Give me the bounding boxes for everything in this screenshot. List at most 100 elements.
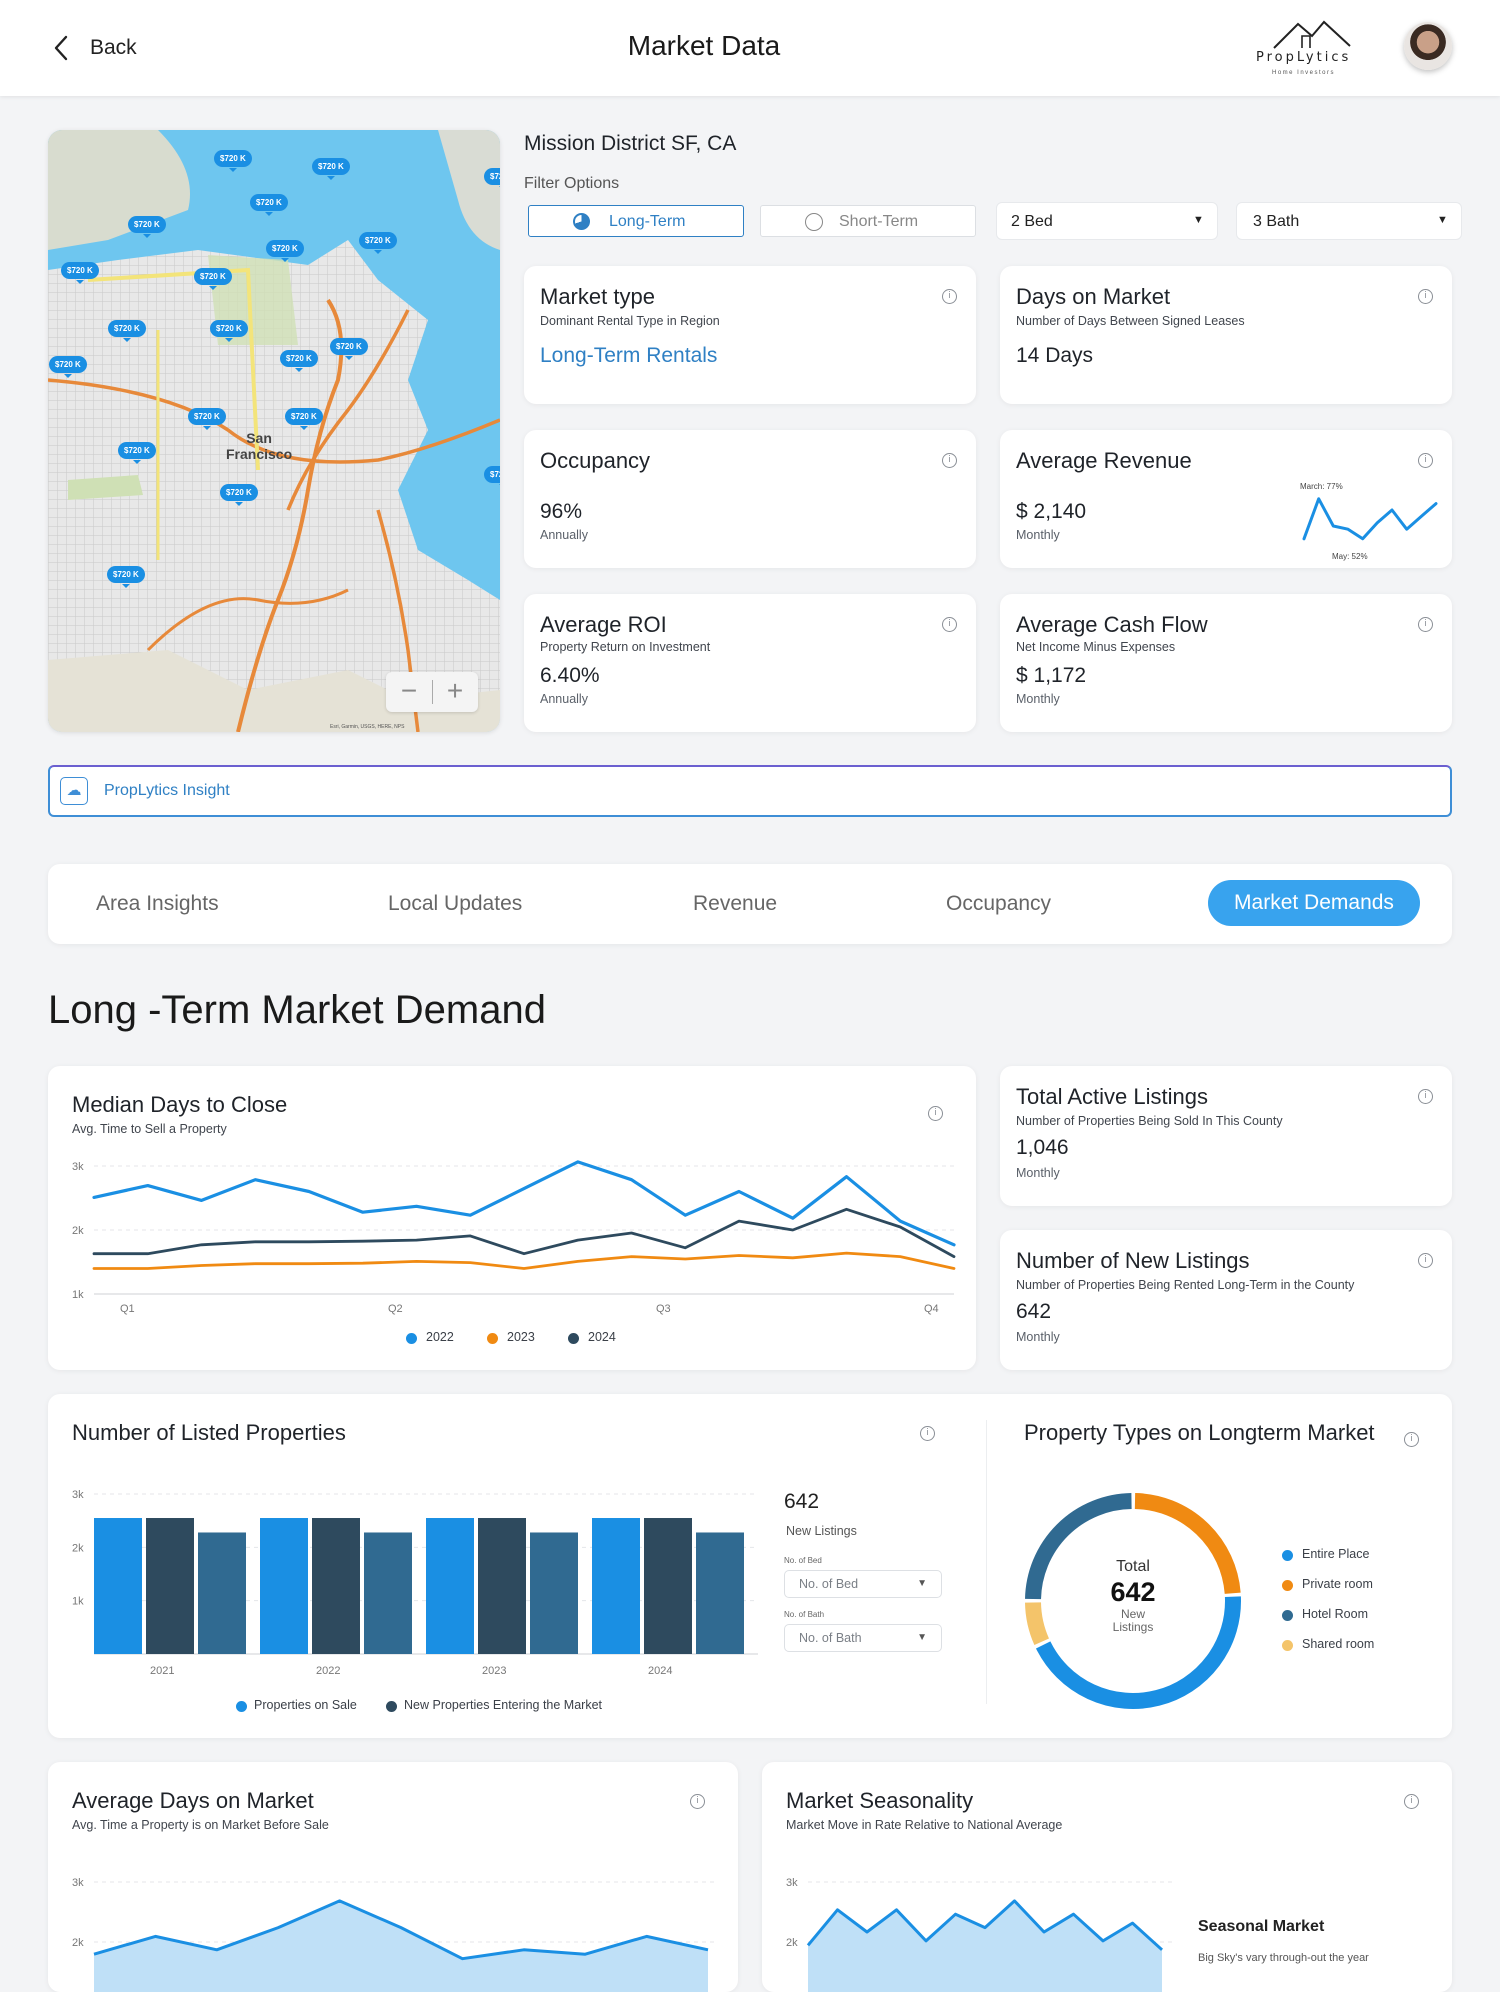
info-icon[interactable]: i xyxy=(1418,453,1433,468)
baths-select[interactable]: 3 Bath ▼ xyxy=(1236,202,1462,240)
map-price-pin[interactable]: $720 K xyxy=(210,320,248,342)
info-icon[interactable]: i xyxy=(1418,289,1433,304)
info-icon[interactable]: i xyxy=(942,453,957,468)
logo[interactable]: PropLytics Home Investors xyxy=(1250,18,1370,82)
legend-dot-hotel-room xyxy=(1282,1610,1293,1621)
info-icon[interactable]: i xyxy=(1418,617,1433,632)
map-price-pin[interactable]: $720 K xyxy=(214,150,252,172)
map-price-pin[interactable]: $720 K xyxy=(285,408,323,430)
pin-tail xyxy=(208,286,217,290)
y-tick-label: 2k xyxy=(72,1225,84,1237)
y-tick-label: 1k xyxy=(72,1596,84,1608)
map-price-pin[interactable]: $720 K xyxy=(484,466,500,488)
map-price-pin[interactable]: $720 K xyxy=(266,240,304,262)
section-title: Long -Term Market Demand xyxy=(48,988,546,1032)
info-icon[interactable]: i xyxy=(1418,1253,1433,1268)
card-title: Median Days to Close xyxy=(72,1092,288,1117)
revenue-sparkline xyxy=(1302,497,1438,541)
card-subtitle: Number of Properties Being Sold In This … xyxy=(1016,1114,1283,1128)
map-price-pin[interactable]: $720 K xyxy=(359,232,397,254)
pin-tail xyxy=(121,584,130,588)
bath-select[interactable]: No. of Bath ▼ xyxy=(784,1624,942,1652)
y-tick-label: 2k xyxy=(72,1542,84,1554)
tab-area-insights[interactable]: Area Insights xyxy=(96,892,219,915)
map-price-pin[interactable]: $720 K xyxy=(108,320,146,342)
pin-tail xyxy=(326,176,335,180)
legend-label-2024: 2024 xyxy=(588,1330,616,1344)
card-period: Annually xyxy=(540,528,588,542)
info-icon[interactable]: i xyxy=(942,289,957,304)
card-period: Monthly xyxy=(1016,1330,1060,1344)
info-icon[interactable]: i xyxy=(690,1794,705,1809)
page-title: Market Data xyxy=(627,30,781,61)
pin-tail xyxy=(224,338,233,342)
avg-revenue-card: Average Revenue i $ 2,140 Monthly March:… xyxy=(1000,430,1452,568)
tab-revenue[interactable]: Revenue xyxy=(693,892,778,915)
info-icon[interactable]: i xyxy=(1418,1089,1433,1104)
map-price-pin[interactable]: $720 K xyxy=(330,338,368,360)
bath-placeholder: No. of Bath xyxy=(799,1631,862,1645)
bath-label: No. of Bath xyxy=(784,1610,825,1619)
long-term-toggle[interactable]: Long-Term xyxy=(528,205,744,237)
zoom-in-button[interactable]: + xyxy=(446,675,464,706)
info-icon[interactable]: i xyxy=(928,1106,943,1121)
top-header: Back Market Data PropLytics Home Investo… xyxy=(0,0,1500,96)
map-price-pin[interactable]: $720 K xyxy=(128,216,166,238)
series-line-2024 xyxy=(92,1207,956,1258)
zoom-out-button[interactable]: − xyxy=(400,675,418,706)
pin-tail xyxy=(234,502,243,506)
timer-icon xyxy=(805,213,823,231)
card-title: Days on Market xyxy=(1016,284,1171,309)
info-icon[interactable]: i xyxy=(1404,1794,1419,1809)
caret-down-icon: ▼ xyxy=(1437,214,1448,226)
map-price-pin[interactable]: $720 K xyxy=(220,484,258,506)
info-icon[interactable]: i xyxy=(1404,1432,1419,1447)
info-icon[interactable]: i xyxy=(942,617,957,632)
area-fill xyxy=(808,1900,1162,1992)
avatar[interactable] xyxy=(1404,22,1452,70)
back-button[interactable]: Back xyxy=(50,30,160,66)
bar xyxy=(426,1518,474,1654)
pin-tail xyxy=(264,212,273,216)
baths-value: 3 Bath xyxy=(1253,213,1300,230)
pin-tail xyxy=(373,250,382,254)
card-subtitle: Avg. Time to Sell a Property xyxy=(72,1122,227,1136)
bed-select[interactable]: No. of Bed ▼ xyxy=(784,1570,942,1598)
beds-select[interactable]: 2 Bed ▼ xyxy=(996,202,1218,240)
map-price-pin[interactable]: $720 K xyxy=(49,356,87,378)
legend-dot-new-props xyxy=(386,1701,397,1712)
legend-label-shared-room: Shared room xyxy=(1302,1637,1375,1651)
map-attribution: Esri, Garmin, USGS, HERE, NPS xyxy=(330,724,405,730)
card-title: Average ROI xyxy=(540,612,667,637)
map-price-pin[interactable]: $720 K xyxy=(118,442,156,464)
occupancy-card: Occupancy i 96% Annually xyxy=(524,430,976,568)
insight-bar[interactable]: ☁ PropLytics Insight xyxy=(48,765,1452,817)
legend-dot-2023 xyxy=(487,1333,498,1344)
map-price-pin[interactable]: $720 K xyxy=(250,194,288,216)
map-price-pin[interactable]: $720 K xyxy=(280,350,318,372)
caret-down-icon: ▼ xyxy=(917,1578,927,1589)
tab-local-updates[interactable]: Local Updates xyxy=(388,892,523,915)
map-price-pin[interactable]: $720 K xyxy=(484,168,500,190)
map-price-pin[interactable]: $720 K xyxy=(194,268,232,290)
card-value: 6.40% xyxy=(540,664,600,687)
tab-market-demands[interactable]: Market Demands xyxy=(1208,880,1420,926)
zoom-control: − + xyxy=(386,672,478,712)
new-listings-card: Number of New Listings i Number of Prope… xyxy=(1000,1230,1452,1370)
donut-slice-hotel-room xyxy=(1025,1493,1132,1600)
bar xyxy=(696,1532,744,1654)
caret-down-icon: ▼ xyxy=(1193,214,1204,226)
donut-center: Total 642 New Listings xyxy=(1078,1558,1188,1634)
map-price-pin[interactable]: $720 K xyxy=(188,408,226,430)
short-term-toggle[interactable]: Short-Term xyxy=(760,205,976,237)
x-tick-label: 2024 xyxy=(648,1665,672,1677)
donut-total-value: 642 xyxy=(1110,1577,1156,1607)
pin-tail xyxy=(202,426,211,430)
map-panel[interactable]: $720 K $720 K $720 K $720 K $720 K $720 K $720… xyxy=(48,130,500,732)
map-price-pin[interactable]: $720 K xyxy=(61,262,99,284)
card-value: 14 Days xyxy=(1016,344,1094,367)
tab-occupancy[interactable]: Occupancy xyxy=(946,892,1052,915)
map-price-pin[interactable]: $720 K xyxy=(312,158,350,180)
info-icon[interactable]: i xyxy=(920,1426,935,1441)
map-price-pin[interactable]: $720 K xyxy=(107,566,145,588)
